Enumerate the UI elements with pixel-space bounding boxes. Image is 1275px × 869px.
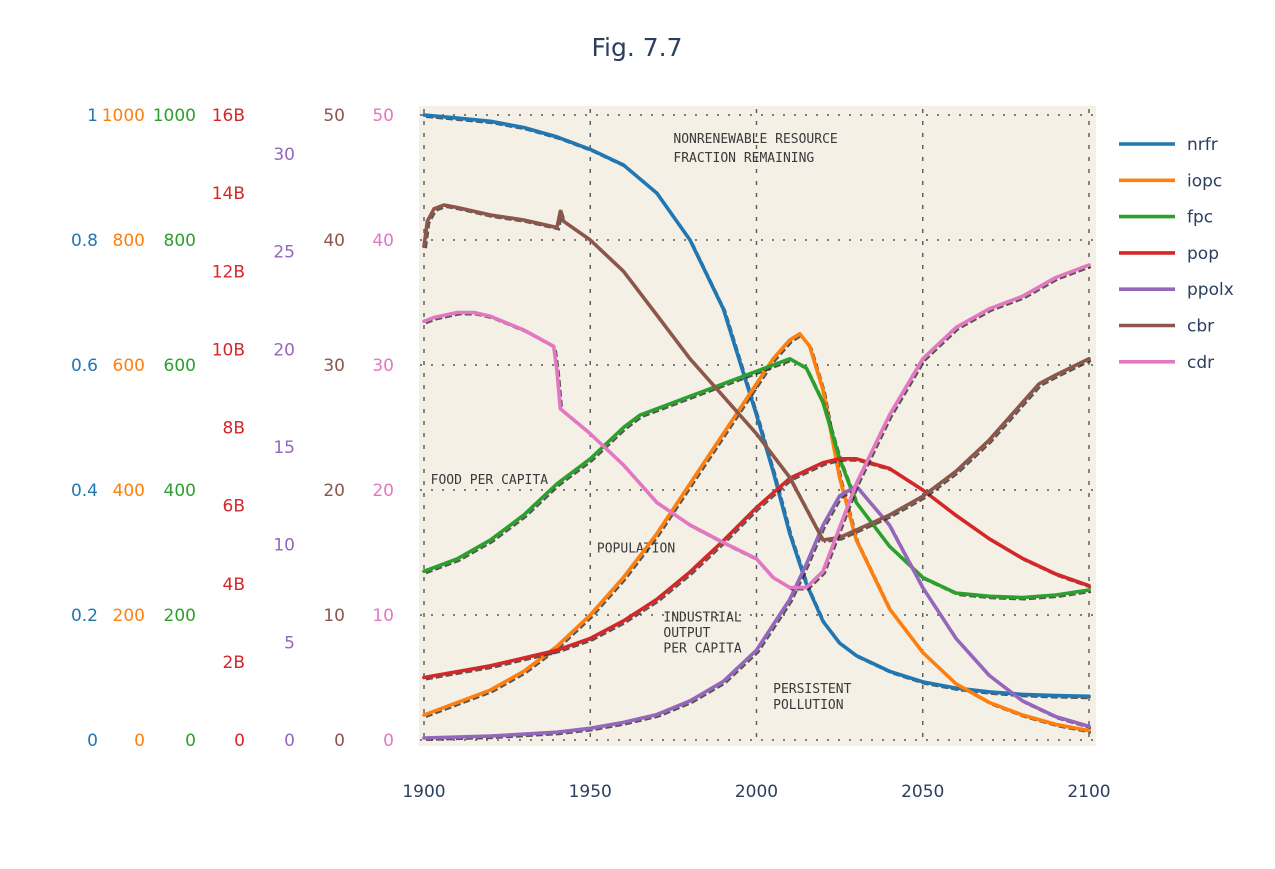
- series-line-cdr: [422, 263, 1091, 590]
- y-tick-label-pop: 0: [234, 731, 245, 751]
- legend-item-iopc[interactable]: iopc: [1119, 171, 1222, 191]
- y-tick-label-cdr: 0: [383, 731, 394, 751]
- legend-item-nrfr[interactable]: nrfr: [1119, 135, 1218, 155]
- y-tick-label-pop: 14B: [212, 184, 245, 204]
- legend-label: ppolx: [1187, 280, 1234, 300]
- plot-background: [419, 106, 1096, 746]
- y-tick-label-cbr: 30: [323, 356, 345, 376]
- y-tick-label-iopc: 400: [113, 481, 145, 501]
- legend-label: fpc: [1187, 208, 1213, 228]
- y-tick-label-ppolx: 10: [273, 536, 295, 556]
- y-tick-label-pop: 16B: [212, 106, 245, 126]
- legend-label: iopc: [1187, 171, 1222, 191]
- legend-label: cbr: [1187, 317, 1214, 337]
- y-tick-label-pop: 4B: [223, 575, 245, 595]
- y-tick-label-nrfr: 0.4: [71, 481, 98, 501]
- y-tick-label-cbr: 10: [323, 606, 345, 626]
- y-tick-label-cdr: 20: [372, 481, 394, 501]
- figure-annotation: PERSISTENT: [773, 682, 851, 697]
- y-tick-label-ppolx: 15: [273, 438, 295, 458]
- x-axis: 1900 1950 2000 2050 2100: [402, 782, 1110, 802]
- y-tick-label-nrfr: 0: [87, 731, 98, 751]
- legend-item-pop[interactable]: pop: [1119, 244, 1219, 264]
- y-tick-label-ppolx: 25: [273, 243, 295, 263]
- legend-label: cdr: [1187, 353, 1214, 373]
- y-tick-label-ppolx: 30: [273, 145, 295, 165]
- y-tick-label-fpc: 0: [185, 731, 196, 751]
- series-line-fpc: [422, 356, 1091, 600]
- y-tick-label-nrfr: 0.2: [71, 606, 98, 626]
- y-tick-label-fpc: 800: [164, 231, 196, 251]
- y-tick-label-cdr: 40: [372, 231, 394, 251]
- legend-label: pop: [1187, 244, 1219, 264]
- y-tick-label-fpc: 400: [164, 481, 196, 501]
- y-tick-label-ppolx: 20: [273, 340, 295, 360]
- figure-annotation: NONRENEWABLE RESOURCE: [673, 132, 837, 147]
- y-tick-label-pop: 12B: [212, 262, 245, 282]
- series-line-cbr: [422, 203, 1091, 542]
- figure-annotation: PER CAPITA: [663, 642, 741, 657]
- figure-annotation: INDUSTRIAL: [663, 610, 741, 625]
- y-axis-fpc: 0 200 400 600 800 1000: [153, 106, 196, 751]
- y-tick-label-iopc: 600: [113, 356, 145, 376]
- y-tick-label-nrfr: 0.8: [71, 231, 98, 251]
- figure-annotation: OUTPUT: [663, 626, 710, 641]
- legend-item-fpc[interactable]: fpc: [1119, 208, 1213, 228]
- figure-annotation: FRACTION REMAINING: [673, 151, 814, 166]
- x-tick-label: 2000: [735, 782, 778, 802]
- figure-annotation: POPULATION: [597, 542, 675, 557]
- y-tick-label-pop: 8B: [223, 419, 245, 439]
- figure-annotation: POLLUTION: [773, 698, 843, 713]
- x-tick-label: 1900: [402, 782, 445, 802]
- chart-title: Fig. 7.7: [591, 33, 682, 62]
- y-axis-nrfr: 0 0.2 0.4 0.6 0.8 1: [71, 106, 98, 751]
- y-tick-label-iopc: 800: [113, 231, 145, 251]
- y-tick-label-fpc: 200: [164, 606, 196, 626]
- series-line-ppolx: [422, 484, 1091, 740]
- y-tick-label-cdr: 50: [372, 106, 394, 126]
- x-tick-label: 1950: [569, 782, 612, 802]
- series-line-pop: [422, 456, 1091, 680]
- y-tick-label-cbr: 50: [323, 106, 345, 126]
- y-tick-label-iopc: 200: [113, 606, 145, 626]
- legend-item-cdr[interactable]: cdr: [1119, 353, 1214, 373]
- y-tick-label-iopc: 0: [134, 731, 145, 751]
- y-tick-label-nrfr: 1: [87, 106, 98, 126]
- figure-annotations: NONRENEWABLE RESOURCE FRACTION REMAINING F…: [431, 132, 852, 713]
- y-tick-label-fpc: 600: [164, 356, 196, 376]
- x-tick-label: 2050: [901, 782, 944, 802]
- y-tick-label-cbr: 40: [323, 231, 345, 251]
- y-axis-pop: 0 2B 4B 6B 8B 10B 12B 14B 16B: [212, 106, 245, 751]
- y-tick-label-cbr: 0: [334, 731, 345, 751]
- y-axis-iopc: 0 200 400 600 800 1000: [102, 106, 145, 751]
- y-tick-label-pop: 6B: [223, 497, 245, 517]
- y-tick-label-iopc: 1000: [102, 106, 145, 126]
- legend-item-ppolx[interactable]: ppolx: [1119, 280, 1234, 300]
- plot-area: NONRENEWABLE RESOURCE FRACTION REMAINING F…: [419, 106, 1096, 746]
- y-tick-label-cbr: 20: [323, 481, 345, 501]
- figure-annotation: FOOD PER CAPITA: [431, 473, 549, 488]
- y-tick-label-fpc: 1000: [153, 106, 196, 126]
- legend-label: nrfr: [1187, 135, 1218, 155]
- y-tick-label-pop: 10B: [212, 340, 245, 360]
- y-tick-label-pop: 2B: [223, 653, 245, 673]
- y-axis-ppolx: 0 5 10 15 20 25 30: [273, 145, 295, 751]
- series-lines: [422, 113, 1092, 741]
- series-shadow-fpc: [425, 359, 1092, 601]
- y-axis-cbr: 0 10 20 30 40 50: [323, 106, 345, 751]
- y-tick-label-ppolx: 5: [284, 633, 295, 653]
- legend-item-cbr[interactable]: cbr: [1119, 317, 1214, 337]
- y-axis-cdr: 0 10 20 30 40 50: [372, 106, 394, 751]
- x-tick-label: 2100: [1067, 782, 1110, 802]
- y-axes: 00.20.40.60.8102004006008001000020040060…: [71, 106, 394, 751]
- y-tick-label-cdr: 10: [372, 606, 394, 626]
- y-tick-label-nrfr: 0.6: [71, 356, 98, 376]
- legend: nrfr iopc fpc pop ppolx cbr cdr: [1119, 135, 1234, 373]
- y-tick-label-ppolx: 0: [284, 731, 295, 751]
- y-tick-label-cdr: 30: [372, 356, 394, 376]
- series-line-iopc: [422, 331, 1091, 733]
